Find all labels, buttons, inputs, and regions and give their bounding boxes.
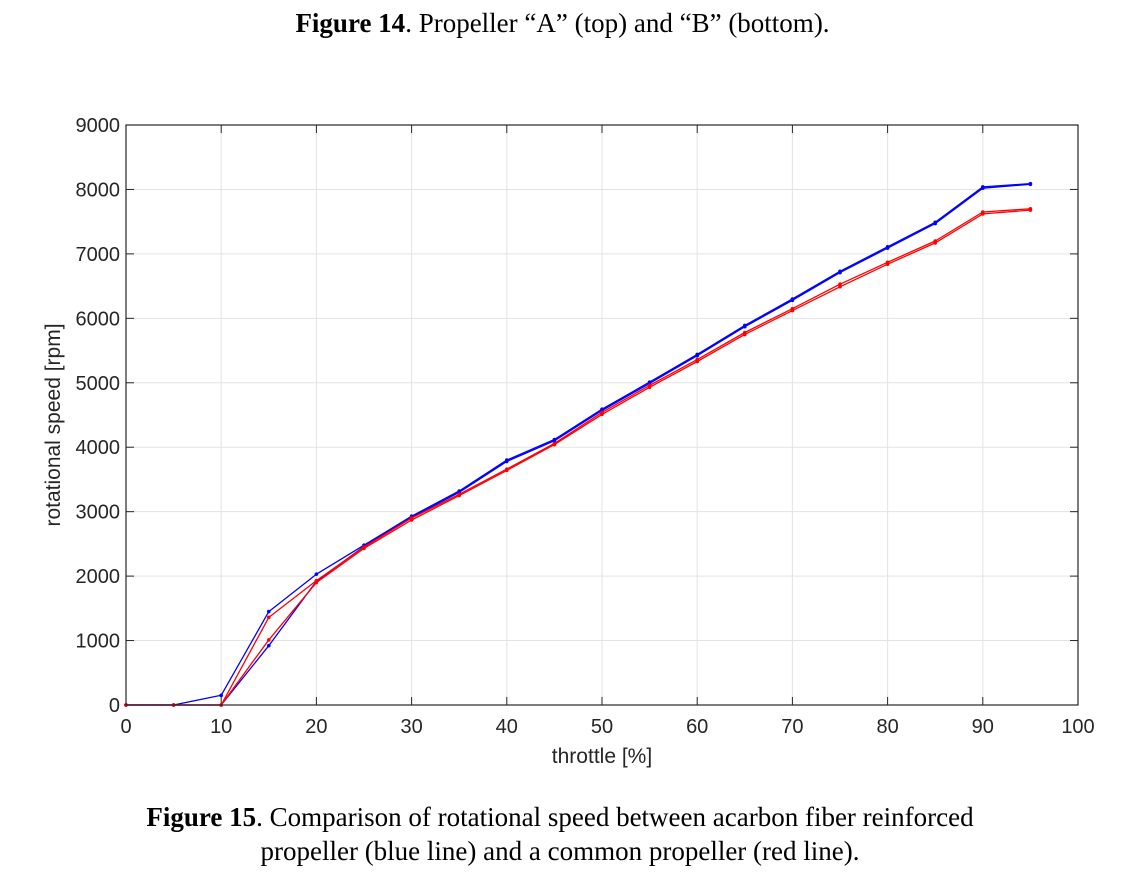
x-tick-label: 0 xyxy=(120,716,131,738)
x-tick-label: 20 xyxy=(305,716,327,738)
data-point xyxy=(267,615,271,620)
y-tick-label: 3000 xyxy=(76,502,121,524)
data-point xyxy=(695,359,699,364)
data-point xyxy=(267,609,271,614)
x-tick-label: 60 xyxy=(686,716,708,738)
x-axis-label: throttle [%] xyxy=(552,745,652,768)
data-point xyxy=(981,186,985,190)
data-point xyxy=(505,459,509,464)
data-point xyxy=(743,332,747,337)
data-point xyxy=(219,693,223,698)
data-point xyxy=(552,438,557,443)
data-point xyxy=(838,270,842,275)
data-point xyxy=(838,284,842,289)
data-point xyxy=(743,324,747,329)
series-line xyxy=(126,208,1031,706)
y-tick-label: 9000 xyxy=(76,115,121,137)
data-point xyxy=(1028,208,1033,212)
x-tick-label: 30 xyxy=(400,716,422,738)
figure-15-label: Figure 15 xyxy=(146,802,257,832)
y-tick-label: 8000 xyxy=(76,179,121,201)
data-point xyxy=(314,572,319,576)
series-2 xyxy=(124,182,1033,707)
data-point xyxy=(933,221,937,226)
x-tick-label: 80 xyxy=(876,716,898,738)
data-point xyxy=(981,212,985,216)
x-tick-label: 70 xyxy=(781,716,803,738)
data-point xyxy=(409,518,414,522)
data-point xyxy=(600,412,604,417)
y-tick-label: 4000 xyxy=(76,437,121,459)
data-point xyxy=(885,262,890,267)
rotational-speed-chart: 0 10 20 30 40 50 60 70 80 90 100 0 1000 2000 3000 4000… xyxy=(42,115,1095,768)
data-point xyxy=(695,353,699,358)
data-point xyxy=(267,643,271,648)
data-point xyxy=(790,308,795,313)
data-point xyxy=(1028,182,1033,187)
figure-14-caption: Figure 14. Propeller “A” (top) and “B” (… xyxy=(0,6,1125,40)
y-tick-label: 0 xyxy=(109,695,120,717)
data-point xyxy=(552,442,557,447)
y-tick-label: 7000 xyxy=(76,244,121,266)
figure-15-text-line2: propeller (blue line) and a common prope… xyxy=(260,836,860,866)
data-point xyxy=(267,638,271,642)
x-tick-label: 10 xyxy=(210,716,232,738)
x-tick-labels: 0 10 20 30 40 50 60 70 80 90 100 xyxy=(120,716,1094,738)
data-point xyxy=(505,468,509,473)
data-point xyxy=(457,493,462,498)
data-point xyxy=(362,546,366,551)
data-point xyxy=(647,385,652,390)
data-point xyxy=(790,298,795,303)
series-line xyxy=(126,183,1031,706)
series-3 xyxy=(124,206,1033,707)
data-point xyxy=(314,580,319,585)
data-point xyxy=(885,246,890,250)
y-tick-label: 6000 xyxy=(76,308,121,330)
x-tick-label: 90 xyxy=(972,716,994,738)
series-line xyxy=(126,209,1031,706)
y-tick-labels: 0 1000 2000 3000 4000 5000 6000 7000 8000 9000 xyxy=(76,115,121,717)
data-point xyxy=(933,241,937,245)
figure-14-text: . Propeller “A” (top) and “B” (bottom). xyxy=(405,8,830,38)
figure-15-text-line1: . Comparison of rotational speed between… xyxy=(256,802,974,832)
y-tick-label: 5000 xyxy=(76,373,121,395)
data-point xyxy=(838,282,842,286)
plot-frame xyxy=(125,124,1079,706)
x-tick-label: 40 xyxy=(496,716,518,738)
figure-14-label: Figure 14 xyxy=(295,8,406,38)
y-tick-label: 2000 xyxy=(76,566,121,588)
y-tick-label: 1000 xyxy=(76,631,121,653)
y-axis-label: rotational speed [rpm] xyxy=(42,323,65,526)
x-tick-label: 50 xyxy=(591,716,613,738)
series-line xyxy=(126,182,1031,706)
series-4 xyxy=(124,208,1033,707)
figure-15-caption: Figure 15. Comparison of rotational spee… xyxy=(60,800,1060,868)
chart-series xyxy=(124,181,1033,707)
x-tick-label: 100 xyxy=(1061,716,1094,738)
